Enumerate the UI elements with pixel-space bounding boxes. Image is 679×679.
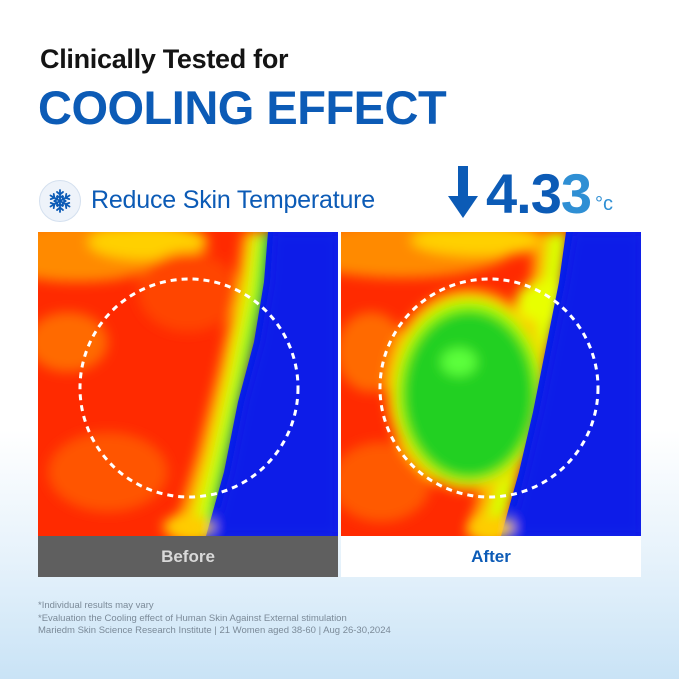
- footnote: *Individual results may vary: [38, 600, 154, 611]
- subtitle: Reduce Skin Temperature: [91, 186, 375, 214]
- headline: Clinically Tested for: [40, 44, 289, 74]
- temperature-unit: °c: [595, 193, 614, 215]
- temperature-value: 4.33: [486, 162, 592, 225]
- after-label: After: [341, 536, 641, 577]
- before-thermal-image: [38, 232, 338, 536]
- page-title: COOLING EFFECT: [38, 81, 447, 134]
- after-thermal-image: [341, 232, 641, 536]
- footnote: Mariedm Skin Science Research Institute …: [38, 625, 391, 636]
- snowflake-badge: [39, 180, 81, 222]
- footnotes: *Individual results may vary *Evaluation…: [38, 600, 391, 638]
- arrow-down-icon: [448, 166, 478, 218]
- temperature-stat: 4.33 °c: [446, 164, 613, 222]
- snowflake-icon: [48, 189, 72, 213]
- before-label: Before: [38, 536, 338, 577]
- footnote: *Evaluation the Cooling effect of Human …: [38, 612, 347, 624]
